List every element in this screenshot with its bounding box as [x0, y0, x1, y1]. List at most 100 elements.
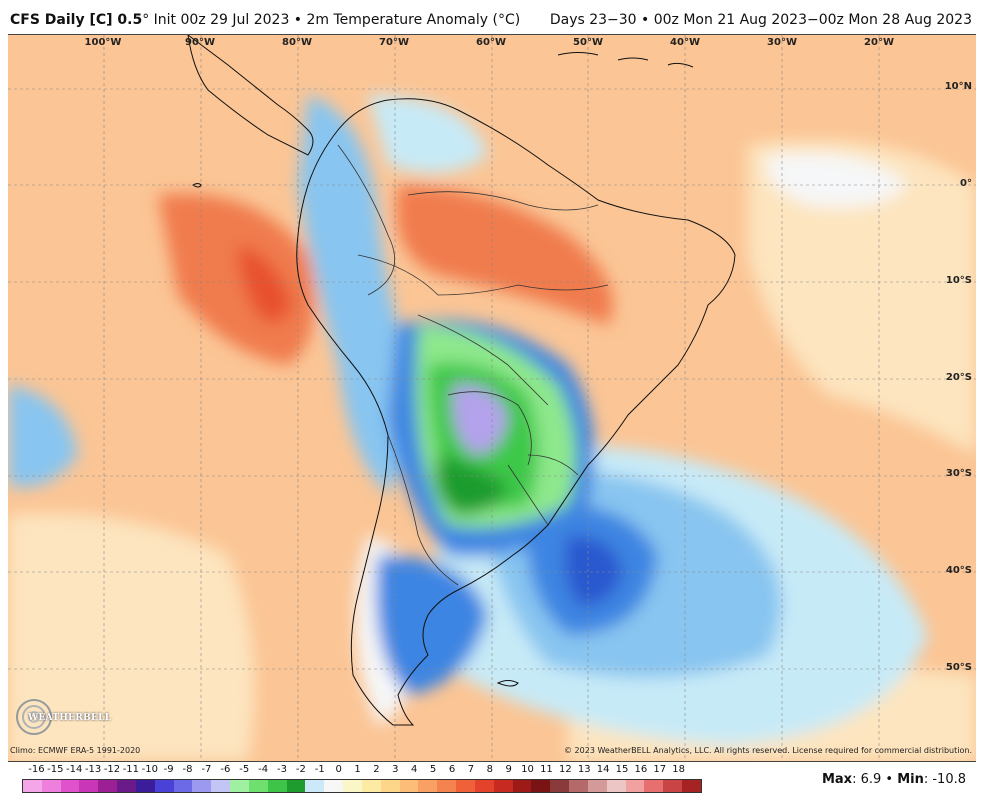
color-scale-label: 15	[615, 764, 629, 775]
color-scale-label: -10	[141, 764, 158, 775]
color-scale-label: 17	[653, 764, 667, 775]
central-america-coastline	[187, 35, 314, 156]
color-swatch	[644, 780, 664, 792]
longitude-label-30w: 30°W	[767, 37, 797, 48]
coastlines	[187, 35, 736, 726]
color-swatch	[41, 780, 61, 792]
longitude-label-100w: 100°W	[84, 37, 122, 48]
longitude-label-70w: 70°W	[379, 37, 409, 48]
color-swatch	[305, 780, 325, 792]
color-swatch	[361, 780, 381, 792]
border-line	[357, 254, 609, 296]
longitude-label-50w: 50°W	[573, 37, 603, 48]
graticule	[8, 35, 976, 761]
color-scale-label: -13	[84, 764, 102, 775]
color-swatch	[98, 780, 118, 792]
color-scale-legend: -16 -15 -14 -13 -12 -11 -10 -9 -8 -7 -6 -5 -4 -3 -2 -1 0…	[22, 764, 702, 794]
color-scale-label: 4	[411, 764, 418, 775]
color-scale-bar	[22, 779, 702, 793]
weatherbell-logo-icon	[16, 699, 52, 735]
color-swatch	[569, 780, 588, 792]
color-scale-label: 1	[354, 764, 361, 775]
latitude-label-40s: 40°S	[945, 565, 972, 576]
color-scale-labels: -16 -15 -14 -13 -12 -11 -10 -9 -8 -7 -6 -5 -4 -3 -2 -1 0…	[22, 764, 702, 778]
color-scale-label: 5	[429, 764, 437, 775]
color-swatch	[550, 780, 570, 792]
color-scale-label: 2	[373, 764, 380, 775]
color-swatch	[418, 780, 438, 792]
south-america-coastline	[296, 98, 736, 726]
country-borders	[337, 144, 609, 586]
map-title: CFS Daily [C] 0.5° Init 00z 29 Jul 2023 …	[10, 12, 520, 28]
color-scale-label: -16	[28, 764, 45, 775]
cold-anomaly-patagonia	[376, 555, 488, 695]
falklands-coastline	[496, 680, 519, 687]
color-swatch	[343, 780, 362, 792]
color-scale-label: 11	[540, 764, 553, 775]
color-swatch	[512, 780, 532, 792]
border-line	[407, 191, 599, 211]
color-scale-label: 13	[577, 764, 591, 775]
color-swatch	[135, 780, 155, 792]
copyright-note: © 2023 WeatherBELL Analytics, LLC. All r…	[564, 746, 972, 755]
color-swatch	[117, 780, 136, 792]
color-scale-label: -8	[182, 764, 193, 775]
border-line	[387, 434, 459, 586]
title-details: ° Init 00z 29 Jul 2023 • 2m Temperature …	[142, 12, 521, 28]
color-swatch	[248, 780, 268, 792]
color-scale-label: -6	[220, 764, 231, 775]
color-swatch	[173, 780, 193, 792]
color-swatch	[606, 780, 626, 792]
color-swatch	[60, 780, 80, 792]
hottest-anomaly-peru	[238, 245, 293, 323]
purple-anomaly-chaco	[452, 384, 508, 455]
color-swatch	[493, 780, 513, 792]
border-line	[527, 454, 579, 476]
latitude-label-20s: 20°S	[945, 372, 972, 383]
climatology-note: Climo: ECMWF ERA-5 1991-2020	[10, 746, 141, 755]
anomaly-map	[8, 34, 976, 762]
color-scale-label: 10	[521, 764, 534, 775]
latitude-label-10n: 10°N	[944, 81, 972, 92]
neutral-anomaly-central-atlantic	[766, 153, 908, 208]
max-value: : 6.9	[852, 772, 882, 787]
latitude-label-10s: 10°S	[945, 275, 972, 286]
color-scale-label: -7	[201, 764, 212, 775]
map-canvas	[8, 35, 976, 761]
color-swatch	[380, 780, 400, 792]
map-header: CFS Daily [C] 0.5° Init 00z 29 Jul 2023 …	[0, 0, 984, 34]
light-anomaly-south-pacific	[8, 513, 255, 761]
color-swatch	[587, 780, 607, 792]
border-line	[337, 144, 396, 296]
colder-anomaly-south-atlantic	[564, 535, 623, 606]
color-swatch	[681, 780, 701, 792]
color-swatch	[211, 780, 231, 792]
latitude-label-30s: 30°S	[945, 468, 972, 479]
latitude-label-50s: 50°S	[945, 662, 972, 673]
color-scale-label: 0	[335, 764, 342, 775]
color-scale-label: -11	[122, 764, 140, 775]
min-value: : -10.8	[923, 772, 966, 787]
caribbean-islands-coastline	[557, 52, 694, 68]
color-scale-label: -14	[66, 764, 83, 775]
color-scale-label: -5	[239, 764, 250, 775]
color-swatch	[23, 780, 42, 792]
light-anomaly-east-atlantic	[748, 140, 976, 455]
color-scale-label: -2	[295, 764, 306, 775]
color-scale-label: -1	[314, 764, 325, 775]
color-swatch	[79, 780, 99, 792]
border-line	[447, 391, 532, 466]
color-scale-label: -12	[103, 764, 121, 775]
color-scale-label: 18	[672, 764, 686, 775]
valid-range: Days 23−30 • 00z Mon 21 Aug 2023−00z Mon…	[549, 12, 972, 28]
longitude-label-60w: 60°W	[476, 37, 506, 48]
color-swatch	[437, 780, 457, 792]
color-scale-label: 3	[392, 764, 399, 775]
green-dark-anomaly-interior	[435, 455, 508, 515]
border-line	[507, 464, 549, 526]
max-min-separator: •	[881, 772, 898, 787]
color-scale-label: 7	[467, 764, 475, 775]
latitude-label-0: 0°	[960, 178, 972, 189]
color-swatch	[154, 780, 174, 792]
logo-wordmark: WEATHERBELL	[28, 713, 112, 723]
